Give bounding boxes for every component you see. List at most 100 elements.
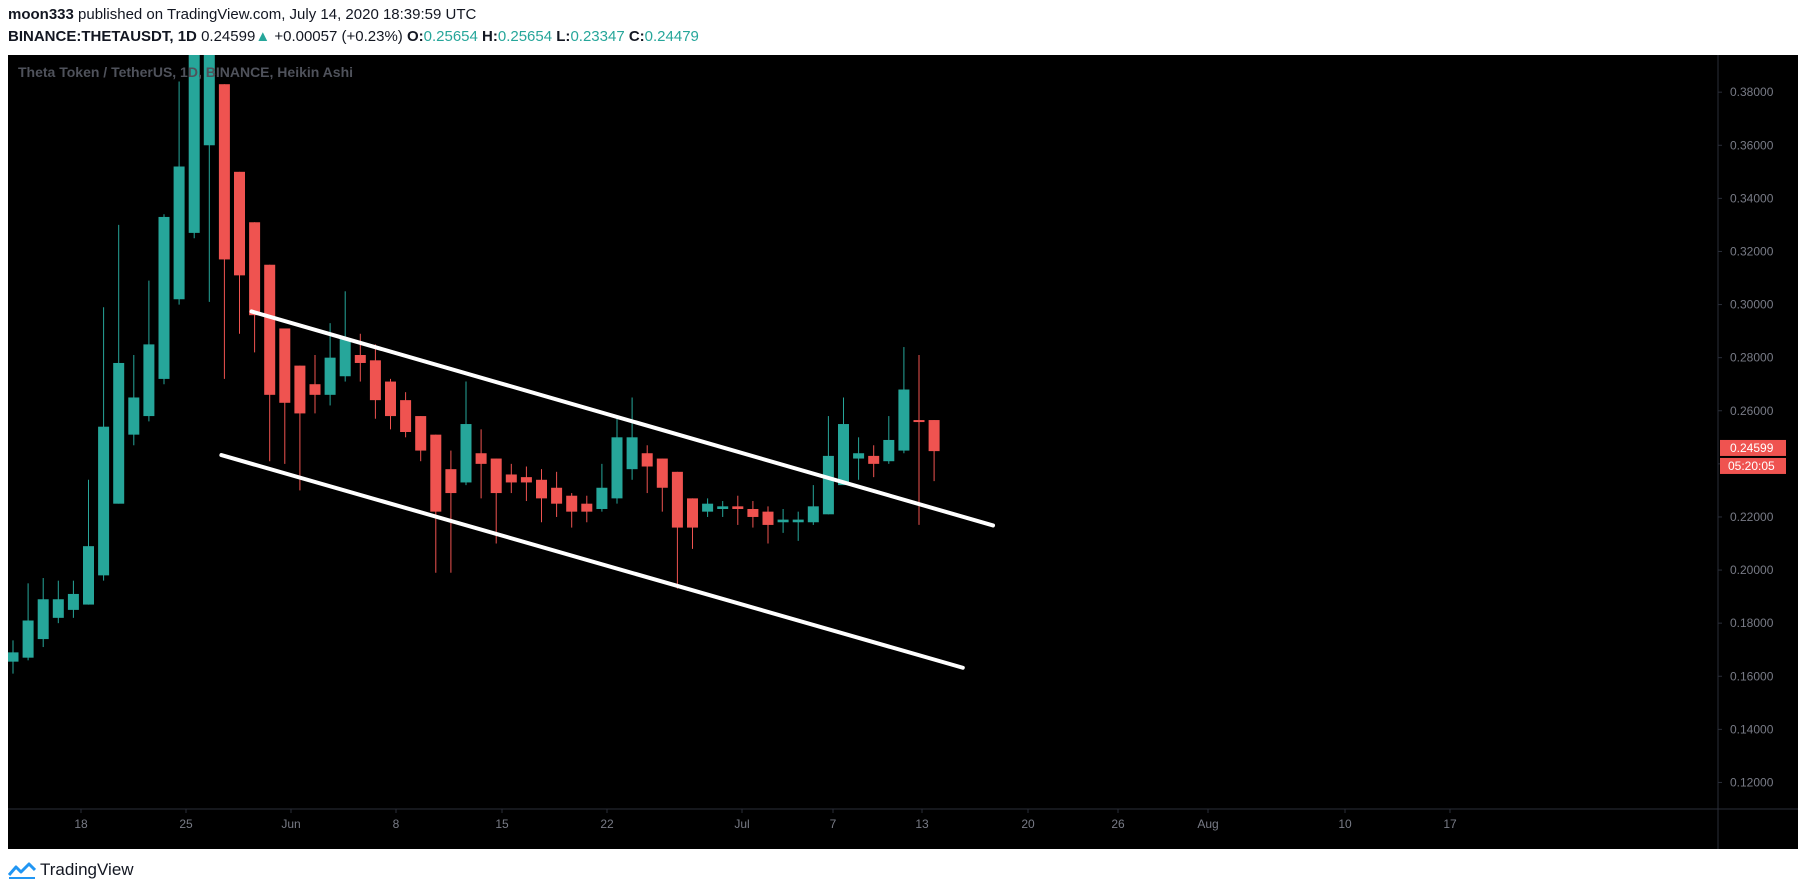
candle-body: [732, 506, 744, 509]
candle: [566, 493, 578, 528]
x-tick-label: Aug: [1197, 817, 1218, 831]
candle-body: [264, 264, 276, 395]
candle: [762, 506, 774, 544]
candle: [143, 280, 155, 422]
candle-body: [203, 55, 215, 146]
candle-body: [671, 471, 683, 528]
candle-body: [279, 328, 291, 403]
price-change: +0.00057 (+0.23%): [274, 28, 403, 45]
y-tick-label: 0.12000: [1730, 775, 1774, 789]
candle-body: [294, 365, 306, 414]
candle-body: [475, 453, 487, 464]
y-tick-label: 0.38000: [1730, 85, 1774, 99]
candle: [792, 511, 804, 541]
candle: [158, 214, 170, 385]
candle-body: [218, 84, 230, 260]
candle: [385, 378, 396, 430]
candle-body: [309, 384, 321, 395]
candle-body: [83, 546, 94, 605]
candle-body: [113, 362, 125, 504]
candle: [853, 437, 865, 480]
candle-body: [792, 519, 804, 523]
candle: [128, 355, 140, 446]
close-value: 0.24479: [644, 28, 699, 45]
candle-body: [928, 420, 940, 452]
x-tick-label: 20: [1021, 817, 1035, 831]
x-tick-label: Jun: [281, 817, 300, 831]
candle: [913, 355, 925, 525]
candle: [113, 224, 125, 504]
candle: [52, 580, 64, 624]
high-value: 0.25654: [497, 28, 553, 45]
candle-body: [98, 426, 110, 576]
candle: [83, 479, 94, 605]
trendline[interactable]: [249, 309, 995, 528]
candle: [173, 81, 185, 305]
publish-line: moon333 published on TradingView.com, Ju…: [8, 6, 476, 23]
candle: [475, 429, 487, 499]
candle: [218, 84, 230, 379]
y-tick-label: 0.16000: [1730, 669, 1774, 683]
candle: [279, 328, 291, 464]
candle: [264, 264, 276, 462]
candle-body: [702, 503, 714, 512]
x-tick-label: Jul: [734, 817, 749, 831]
candle: [324, 323, 336, 406]
candle: [249, 222, 261, 353]
candle-body: [234, 171, 245, 276]
countdown-tag-label: 05:20:05: [1728, 459, 1775, 473]
y-tick-label: 0.30000: [1730, 298, 1774, 312]
trendline[interactable]: [219, 453, 965, 670]
candle-body: [717, 506, 729, 509]
candle: [203, 55, 215, 302]
candle-body: [324, 357, 336, 395]
candle-body: [339, 339, 351, 377]
candle-body: [188, 55, 200, 233]
candle: [928, 420, 940, 482]
candle-body: [143, 344, 155, 417]
candle: [369, 344, 381, 419]
last-price-tag-label: 0.24599: [1730, 441, 1774, 455]
candle: [838, 397, 849, 486]
author-name: moon333: [8, 6, 74, 23]
candle: [747, 501, 759, 528]
chart-title: Theta Token / TetherUS, 1D, BINANCE, Hei…: [18, 64, 353, 80]
candle-body: [490, 458, 502, 494]
candle: [188, 55, 200, 239]
candle: [460, 381, 472, 486]
candle: [309, 355, 321, 414]
candle-body: [596, 487, 608, 509]
candle: [551, 471, 563, 517]
candle: [294, 365, 306, 491]
candle-body: [369, 360, 381, 401]
candle: [22, 583, 34, 661]
candle-body: [354, 355, 366, 363]
candle-body: [868, 455, 880, 464]
candle-body: [747, 508, 759, 517]
open-value: 0.25654: [423, 28, 478, 45]
tradingview-logo-icon: [8, 862, 36, 879]
y-tick-label: 0.22000: [1730, 510, 1774, 524]
candles-group: [8, 55, 940, 674]
candle-body: [173, 166, 185, 300]
price-tags: 0.24599 05:20:05: [1720, 439, 1786, 474]
candle: [536, 469, 547, 523]
candle: [641, 445, 653, 494]
time-axis[interactable]: 18 25 Jun 8 15 22 Jul 7 13 20 26 Aug 10 17: [74, 809, 1457, 831]
candle-body: [460, 424, 472, 483]
candle: [822, 416, 834, 515]
close-label: C:: [628, 28, 645, 45]
candle-body: [158, 216, 170, 379]
candle: [430, 434, 442, 573]
high-label: H:: [482, 28, 498, 45]
candle-body: [883, 439, 895, 462]
published-text: published on TradingView.com, July 14, 2…: [78, 6, 477, 23]
y-tick-label: 0.28000: [1730, 351, 1774, 365]
candle-body: [385, 381, 396, 417]
candle-body: [400, 400, 412, 432]
candle-body: [445, 469, 457, 494]
price-axis[interactable]: 0.38000 0.36000 0.34000 0.32000 0.30000 0.280…: [1718, 85, 1774, 789]
candle-body: [430, 434, 442, 512]
candle-body: [566, 495, 578, 512]
price-chart[interactable]: Theta Token / TetherUS, 1D, BINANCE, Hei…: [8, 55, 1798, 849]
